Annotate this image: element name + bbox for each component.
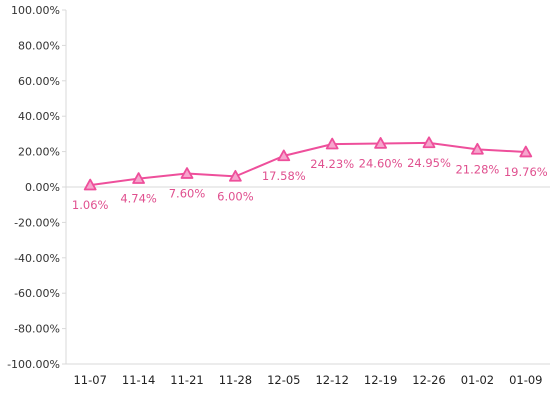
data-label: 7.60% <box>169 187 206 201</box>
data-label: 17.58% <box>262 169 306 183</box>
x-tick-label: 11-21 <box>170 373 203 387</box>
data-point-marker <box>519 145 533 158</box>
data-label: 21.28% <box>455 162 499 176</box>
x-tick-label: 01-02 <box>461 373 494 387</box>
axes <box>65 10 550 365</box>
x-tick-label: 12-12 <box>315 373 348 387</box>
x-tick-label: 11-14 <box>122 373 155 387</box>
x-tick-label: 11-28 <box>219 373 252 387</box>
data-label: 24.60% <box>359 156 403 170</box>
data-point-marker <box>325 137 339 150</box>
x-tick-label: 12-05 <box>267 373 300 387</box>
x-tick-label: 12-19 <box>364 373 397 387</box>
data-label: 1.06% <box>72 198 109 212</box>
y-tick-label: -40.00% <box>14 252 60 265</box>
data-point-marker <box>83 178 97 191</box>
data-point-marker <box>470 142 484 155</box>
series-line <box>90 141 526 187</box>
y-tick-label: 60.00% <box>18 75 60 88</box>
y-tick-label: -100.00% <box>7 358 60 371</box>
data-labels: 1.06% 4.74% 7.60% 6.00% 17.58% 24.23% 24.60% 24… <box>72 156 548 212</box>
data-label: 6.00% <box>217 189 254 203</box>
data-point-marker <box>180 167 194 179</box>
y-tick-label: 80.00% <box>18 39 60 52</box>
x-tick-label: 11-07 <box>73 373 106 387</box>
data-label: 24.23% <box>310 157 354 171</box>
series-layer <box>83 136 533 191</box>
data-point-marker <box>277 149 291 162</box>
x-tick-label: 01-09 <box>509 373 542 387</box>
y-tick-label: 20.00% <box>18 146 60 159</box>
data-point-marker <box>374 137 388 149</box>
data-point-marker <box>422 136 436 149</box>
y-tick-label: -80.00% <box>14 323 60 336</box>
y-tick-label: 0.00% <box>25 181 60 194</box>
x-tick-label: 12-26 <box>412 373 445 387</box>
y-tick-label: -60.00% <box>14 287 60 300</box>
y-tick-label: -20.00% <box>14 216 60 229</box>
data-point-marker <box>228 169 242 182</box>
data-label: 4.74% <box>120 192 157 206</box>
y-tick-label: 40.00% <box>18 110 60 123</box>
x-axis-tick-labels: 11-07 11-14 11-21 11-28 12-05 12-12 12-19 12-26… <box>73 373 542 387</box>
y-tick-label: 100.00% <box>11 4 60 17</box>
data-point-marker <box>132 172 146 184</box>
data-label: 19.76% <box>504 165 548 179</box>
data-label: 24.95% <box>407 156 451 170</box>
y-axis-tick-labels: 100.00% 80.00% 60.00% 40.00% 20.00% 0.00% -20.… <box>7 4 66 371</box>
